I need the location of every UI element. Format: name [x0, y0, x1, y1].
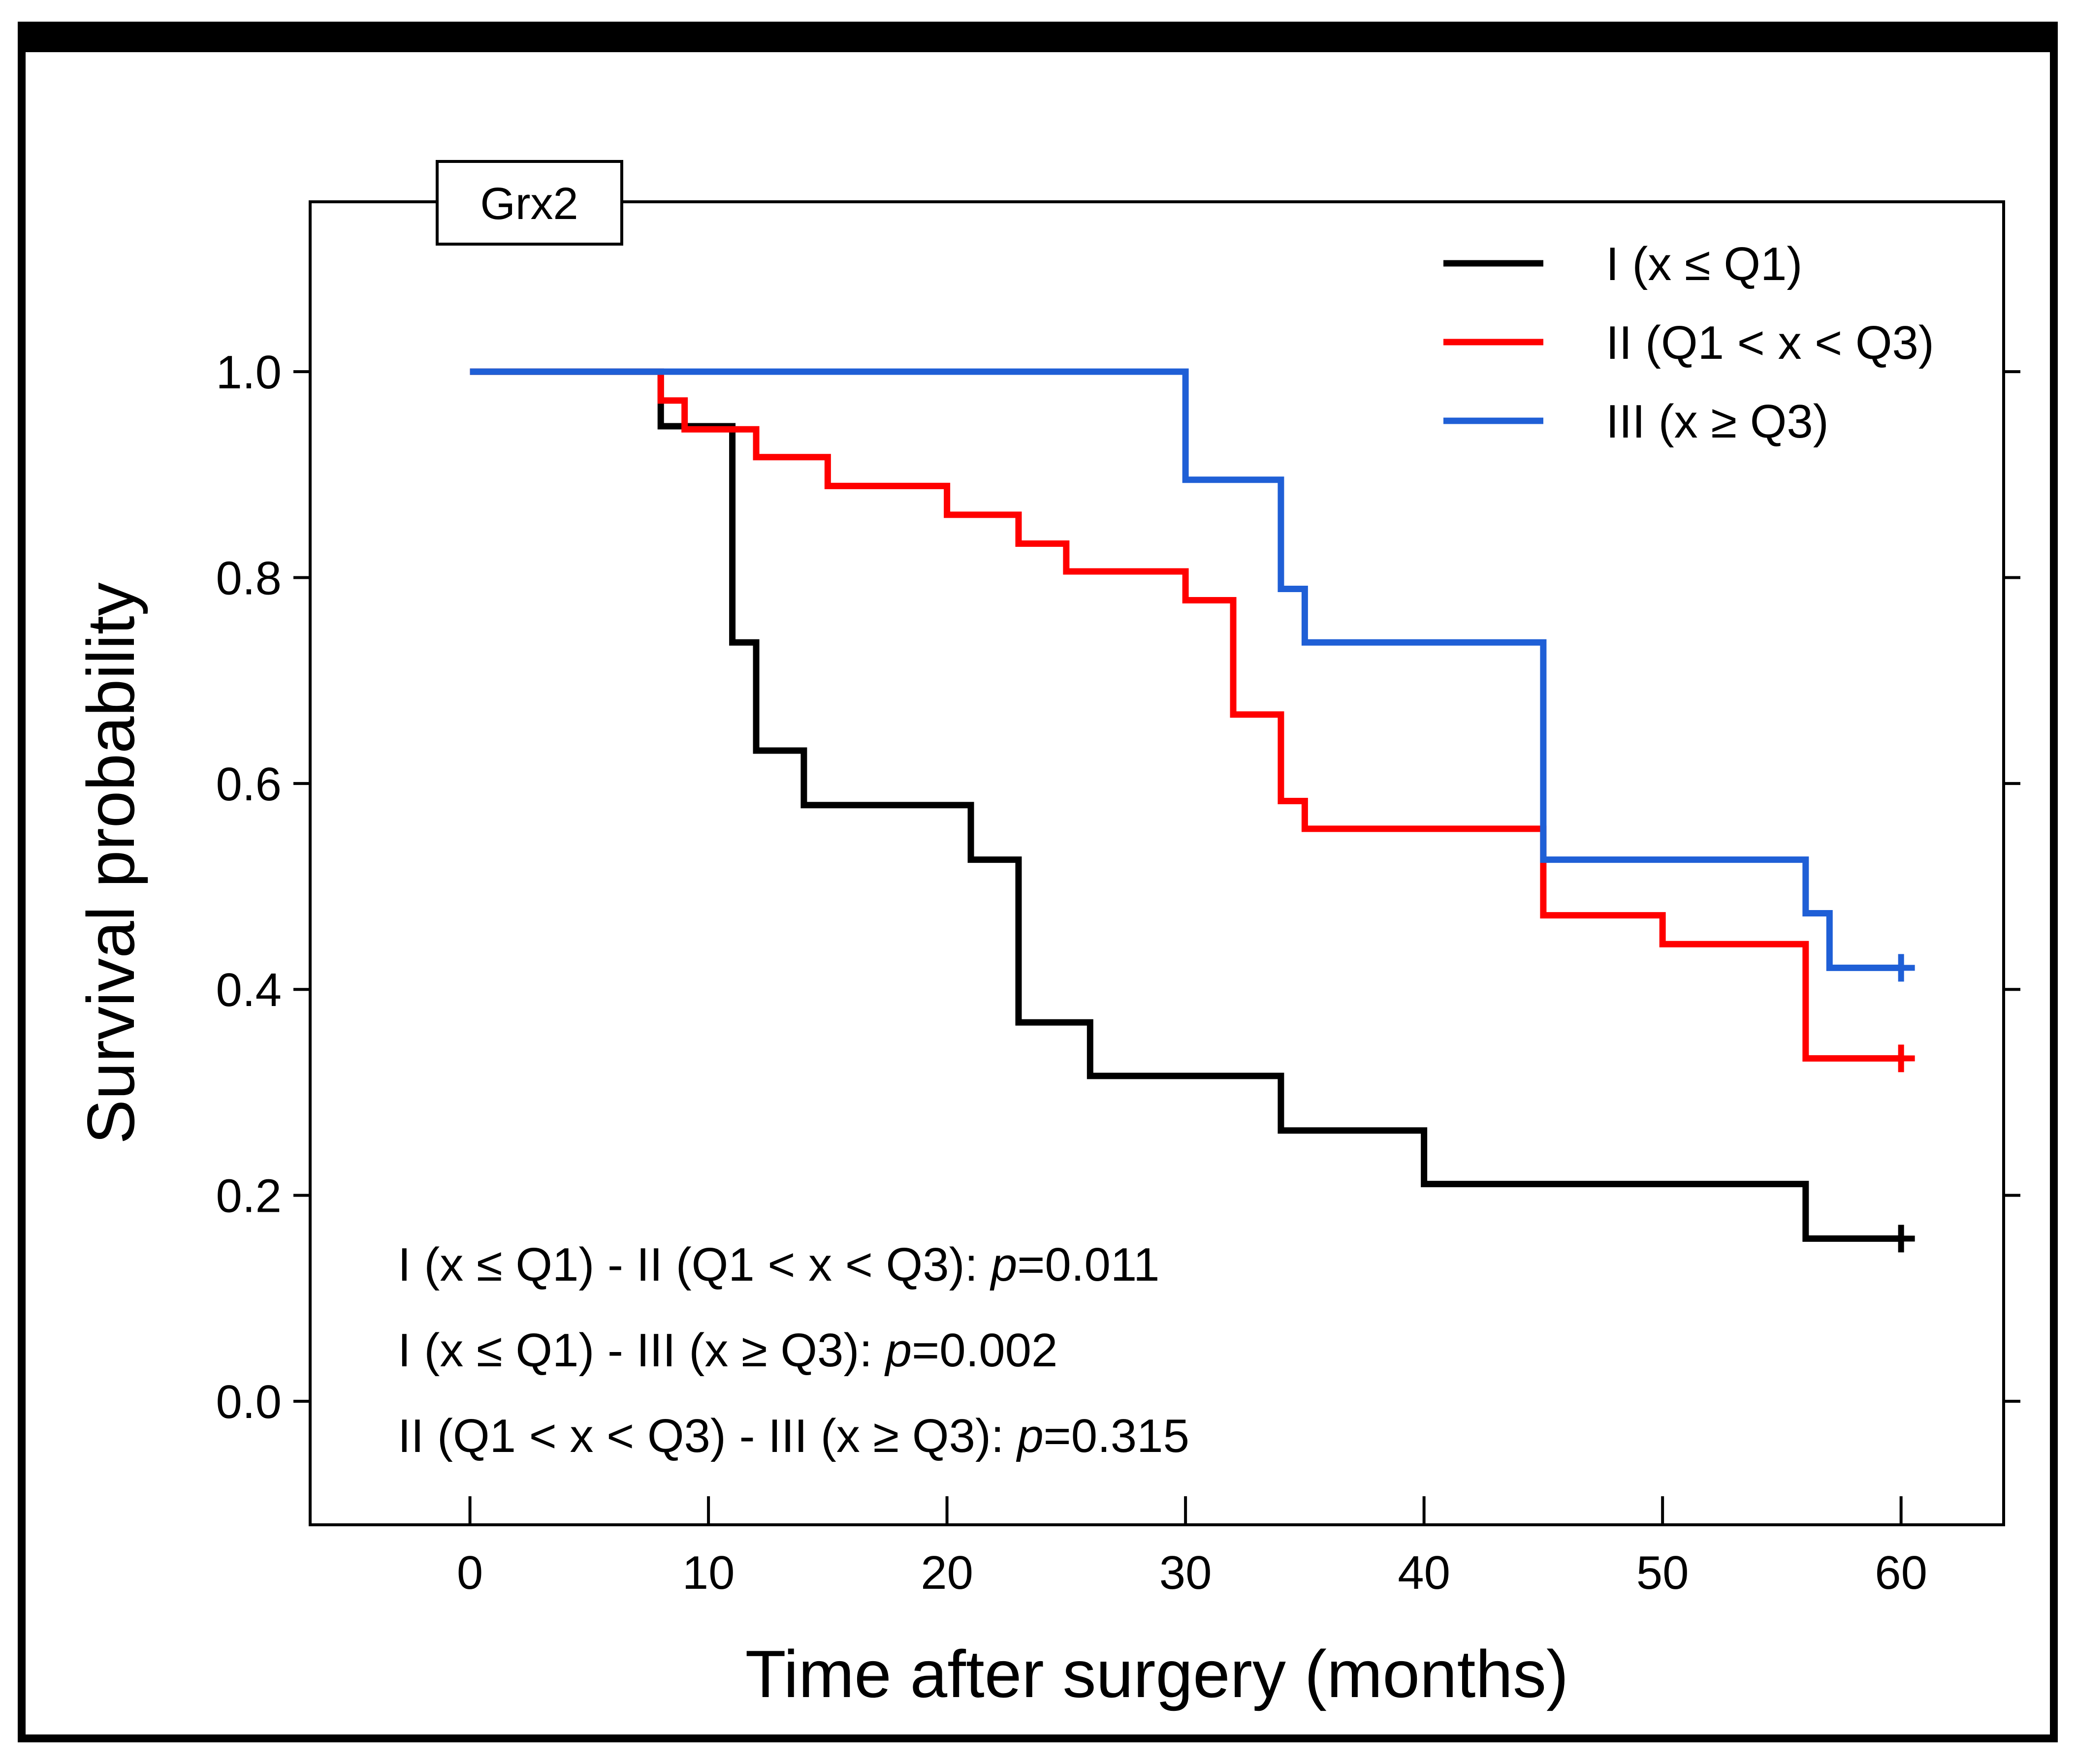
figure-top-bar — [20, 22, 2056, 52]
plot-area — [309, 200, 2005, 1526]
legend-label-3: III (x ≥ Q3) — [1606, 395, 1829, 448]
x-tick-label: 60 — [1875, 1546, 1927, 1599]
x-tick-label: 30 — [1159, 1546, 1212, 1599]
series-line-1 — [470, 368, 1901, 1242]
x-axis-title: Time after surgery (months) — [745, 1637, 1569, 1711]
x-tick-label: 0 — [457, 1546, 483, 1599]
panel-label: Grx2 — [480, 179, 578, 229]
x-tick-label: 50 — [1636, 1546, 1689, 1599]
y-tick-label: 0.8 — [216, 552, 282, 605]
y-tick-label: 0.6 — [216, 758, 282, 811]
x-tick-label: 20 — [921, 1546, 973, 1599]
survival-curves — [470, 368, 1915, 1253]
y-tick-label: 0.2 — [216, 1170, 282, 1223]
y-tick-label: 1.0 — [216, 346, 282, 399]
series-line-3 — [470, 368, 1901, 971]
y-axis-ticks: 0.0 0.2 0.4 0.6 0.8 1.0 — [216, 346, 2020, 1428]
series-line-2 — [470, 368, 1901, 1062]
legend-label-1: I (x ≤ Q1) — [1606, 238, 1802, 290]
x-axis-ticks: 0 10 20 30 40 50 60 — [457, 1496, 1927, 1599]
legend: I (x ≤ Q1) II (Q1 < x < Q3) III (x ≥ Q3) — [1443, 238, 1934, 448]
p-value-annotations: I (x ≤ Q1) - II (Q1 < x < Q3): p=0.011 I … — [398, 1238, 1189, 1462]
y-tick-label: 0.0 — [216, 1376, 282, 1428]
p-value-annotation-2: I (x ≤ Q1) - III (x ≥ Q3): p=0.002 — [398, 1324, 1057, 1377]
y-axis-title: Survival probability — [73, 582, 148, 1144]
y-tick-label: 0.4 — [216, 964, 282, 1016]
panel-label-box — [436, 160, 623, 246]
p-value-annotation-3: II (Q1 < x < Q3) - III (x ≥ Q3): p=0.315 — [398, 1410, 1189, 1462]
legend-label-2: II (Q1 < x < Q3) — [1606, 316, 1934, 369]
x-tick-label: 10 — [682, 1546, 735, 1599]
x-tick-label: 40 — [1398, 1546, 1450, 1599]
p-value-annotation-1: I (x ≤ Q1) - II (Q1 < x < Q3): p=0.011 — [398, 1238, 1159, 1291]
figure-frame — [18, 22, 2058, 1742]
